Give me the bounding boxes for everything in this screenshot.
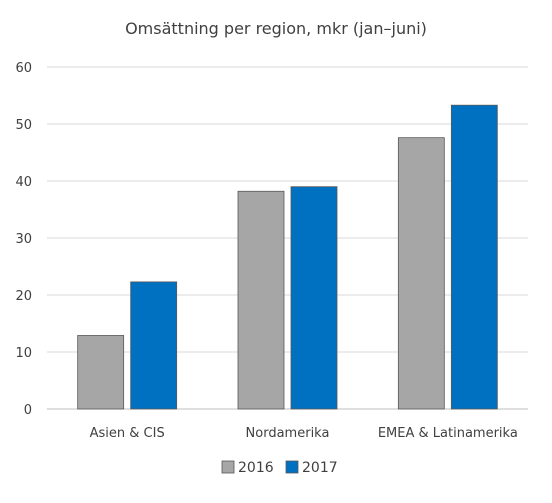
bar-2017 xyxy=(130,281,178,410)
y-tick-label: 50 xyxy=(15,118,32,133)
y-tick-label: 0 xyxy=(24,403,32,418)
x-category-label: Nordamerika xyxy=(246,426,330,441)
y-tick-label: 10 xyxy=(15,346,32,361)
gridlines xyxy=(47,66,528,410)
bar-2016 xyxy=(237,190,285,410)
chart-title: Omsättning per region, mkr (jan–juni) xyxy=(125,19,427,38)
bars xyxy=(77,104,498,410)
y-tick-label: 20 xyxy=(15,289,32,304)
legend-label: 2016 xyxy=(238,460,274,476)
legend-swatch-2016 xyxy=(221,460,235,474)
y-axis-ticks: 0 10 20 30 40 50 60 xyxy=(15,61,32,418)
x-axis-categories: Asien & CIS Nordamerika EMEA & Latinamerik… xyxy=(90,426,518,441)
bar-2017 xyxy=(450,104,498,410)
y-tick-label: 60 xyxy=(15,61,32,76)
x-category-label: EMEA & Latinamerika xyxy=(378,426,518,441)
legend: 2016 2017 xyxy=(221,460,338,476)
legend-label: 2017 xyxy=(302,460,338,476)
x-category-label: Asien & CIS xyxy=(90,426,165,441)
y-tick-label: 30 xyxy=(15,232,32,247)
legend-swatch-2017 xyxy=(285,460,299,474)
bar-2017 xyxy=(290,186,338,410)
bar-2016 xyxy=(397,137,445,410)
y-tick-label: 40 xyxy=(15,175,32,190)
bar-2016 xyxy=(77,335,125,410)
